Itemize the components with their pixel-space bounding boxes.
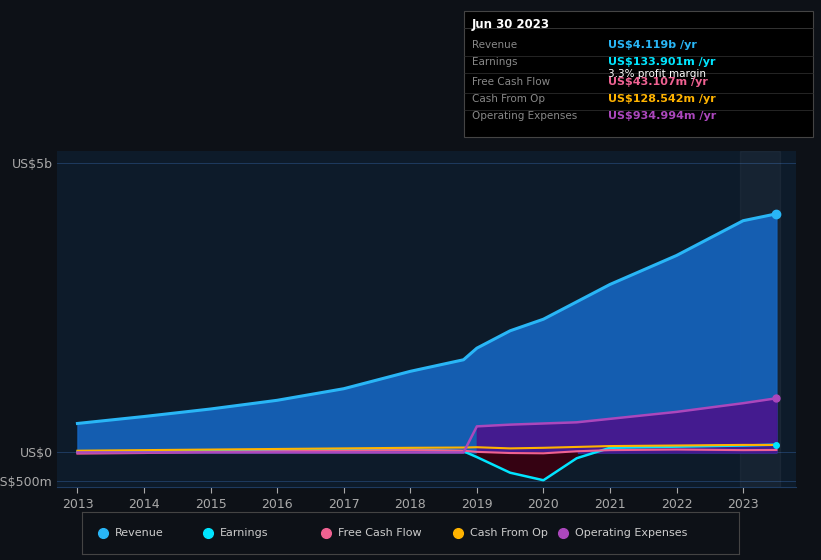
Text: Cash From Op: Cash From Op <box>472 94 545 104</box>
Text: 3.3% profit margin: 3.3% profit margin <box>608 69 705 80</box>
Bar <box>740 151 780 487</box>
Text: Revenue: Revenue <box>115 529 163 538</box>
Text: Earnings: Earnings <box>472 57 517 67</box>
Text: Free Cash Flow: Free Cash Flow <box>338 529 422 538</box>
Text: Earnings: Earnings <box>220 529 268 538</box>
Text: US$934.994m /yr: US$934.994m /yr <box>608 111 716 121</box>
Text: US$43.107m /yr: US$43.107m /yr <box>608 77 708 87</box>
Text: Free Cash Flow: Free Cash Flow <box>472 77 550 87</box>
Text: US$4.119b /yr: US$4.119b /yr <box>608 40 696 50</box>
Text: Revenue: Revenue <box>472 40 517 50</box>
Text: US$133.901m /yr: US$133.901m /yr <box>608 57 715 67</box>
Text: Operating Expenses: Operating Expenses <box>575 529 687 538</box>
Text: Jun 30 2023: Jun 30 2023 <box>472 18 550 31</box>
Text: US$128.542m /yr: US$128.542m /yr <box>608 94 715 104</box>
Text: Operating Expenses: Operating Expenses <box>472 111 577 121</box>
Text: Cash From Op: Cash From Op <box>470 529 548 538</box>
